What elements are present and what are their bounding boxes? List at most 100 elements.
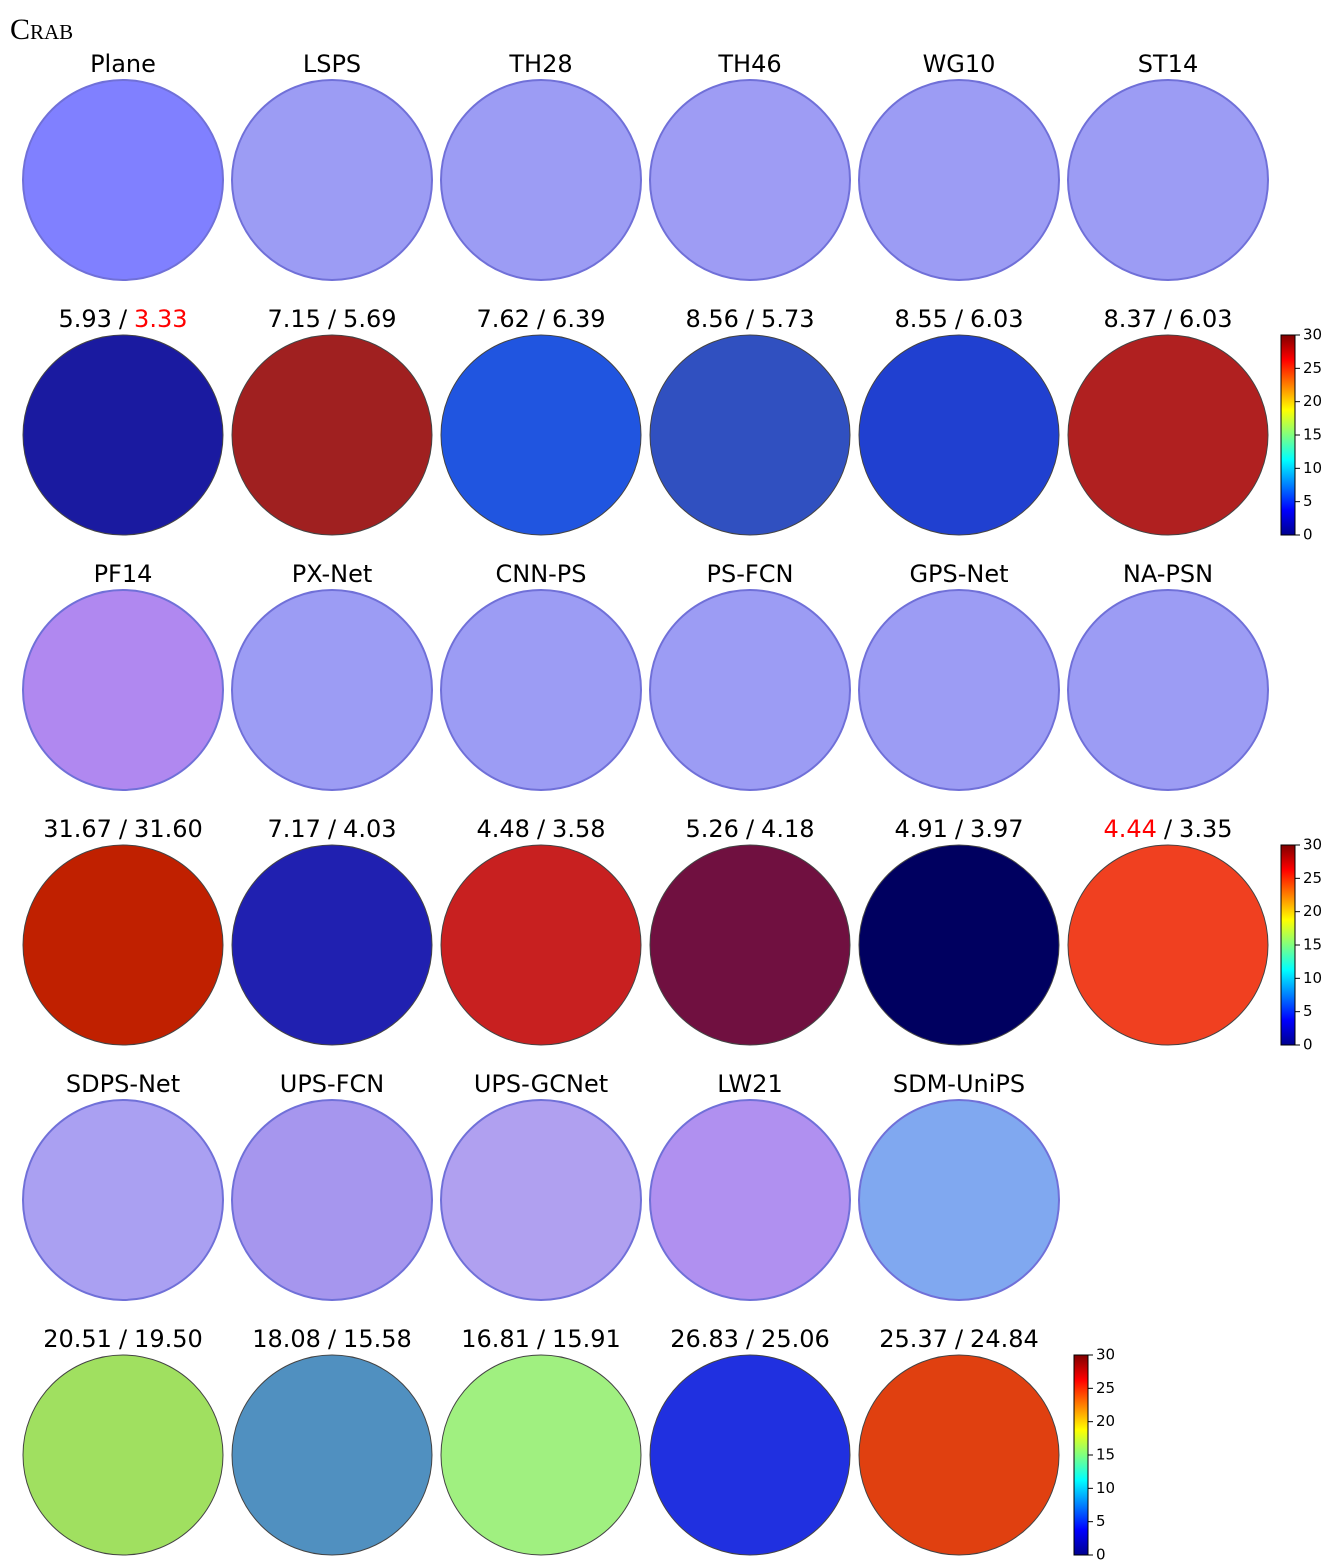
error-value: 25.37 — [879, 1325, 948, 1353]
error-label: 18.08/15.58 — [252, 1325, 412, 1353]
method-name: UPS-FCN — [280, 1070, 384, 1098]
error-map — [858, 334, 1060, 536]
error-label: 7.15/5.69 — [268, 305, 397, 333]
normal-map — [649, 79, 851, 281]
separator: / — [537, 1325, 546, 1353]
error-value: 7.17 — [268, 815, 321, 843]
error-label: 8.55/6.03 — [895, 305, 1024, 333]
error-label: 31.67/31.60 — [43, 815, 203, 843]
error-map — [858, 844, 1060, 1046]
error-map — [231, 1354, 433, 1556]
error-value: 4.91 — [895, 815, 948, 843]
error-value: 4.44 — [1104, 815, 1157, 843]
colorbar-tick-label: 5 — [1303, 1002, 1313, 1020]
error-value: 18.08 — [252, 1325, 321, 1353]
error-value: 4.18 — [761, 815, 814, 843]
error-value: 3.35 — [1179, 815, 1232, 843]
error-label: 20.51/19.50 — [43, 1325, 203, 1353]
error-map — [22, 334, 224, 536]
error-value: 19.50 — [134, 1325, 203, 1353]
error-map — [649, 1354, 851, 1556]
method-name: SDPS-Net — [66, 1070, 180, 1098]
colorbar-tick-label: 15 — [1096, 1446, 1115, 1464]
error-value: 15.91 — [552, 1325, 621, 1353]
separator: / — [119, 815, 128, 843]
error-map — [22, 844, 224, 1046]
error-map — [440, 334, 642, 536]
normal-map — [22, 589, 224, 791]
normal-map — [231, 589, 433, 791]
separator: / — [328, 1325, 337, 1353]
separator: / — [1164, 815, 1173, 843]
error-value: 24.84 — [970, 1325, 1039, 1353]
method-name: PS-FCN — [707, 560, 794, 588]
error-value: 31.60 — [134, 815, 203, 843]
error-value: 16.81 — [461, 1325, 530, 1353]
separator: / — [746, 305, 755, 333]
colorbar-tick-label: 15 — [1303, 426, 1322, 444]
error-value: 5.73 — [761, 305, 814, 333]
method-name: LSPS — [303, 50, 361, 78]
separator: / — [746, 1325, 755, 1353]
separator: / — [537, 305, 546, 333]
method-name: Plane — [90, 50, 156, 78]
colorbar — [1073, 1354, 1089, 1556]
method-name: WG10 — [923, 50, 996, 78]
error-value: 3.33 — [134, 305, 187, 333]
error-value: 4.03 — [343, 815, 396, 843]
separator: / — [746, 815, 755, 843]
normal-map — [440, 589, 642, 791]
colorbar-tick-label: 20 — [1096, 1412, 1115, 1430]
separator: / — [119, 305, 128, 333]
error-value: 4.48 — [477, 815, 530, 843]
colorbar-tick-label: 10 — [1303, 459, 1322, 477]
normal-map — [440, 1099, 642, 1301]
colorbar-tick-label: 10 — [1096, 1479, 1115, 1497]
colorbar-tick-label: 20 — [1303, 902, 1322, 920]
error-label: 8.37/6.03 — [1104, 305, 1233, 333]
normal-map — [231, 1099, 433, 1301]
separator: / — [119, 1325, 128, 1353]
error-label: 4.44/3.35 — [1104, 815, 1233, 843]
method-name: PX-Net — [292, 560, 373, 588]
method-name: SDM-UniPS — [893, 1070, 1025, 1098]
error-value: 6.03 — [970, 305, 1023, 333]
error-value: 15.58 — [343, 1325, 412, 1353]
error-map — [440, 844, 642, 1046]
separator: / — [1164, 305, 1173, 333]
colorbar-tick-label: 30 — [1303, 836, 1322, 854]
error-label: 5.26/4.18 — [686, 815, 815, 843]
error-label: 7.62/6.39 — [477, 305, 606, 333]
error-value: 5.93 — [59, 305, 112, 333]
separator: / — [537, 815, 546, 843]
colorbar-tick-label: 5 — [1303, 492, 1313, 510]
normal-map — [649, 589, 851, 791]
method-name: ST14 — [1138, 50, 1198, 78]
error-map — [22, 1354, 224, 1556]
method-name: GPS-Net — [909, 560, 1008, 588]
error-label: 7.17/4.03 — [268, 815, 397, 843]
error-value: 7.15 — [268, 305, 321, 333]
separator: / — [328, 815, 337, 843]
error-value: 20.51 — [43, 1325, 112, 1353]
error-value: 5.26 — [686, 815, 739, 843]
separator: / — [328, 305, 337, 333]
method-name: UPS-GCNet — [474, 1070, 608, 1098]
colorbar-tick-label: 15 — [1303, 936, 1322, 954]
error-value: 8.37 — [1104, 305, 1157, 333]
normal-map — [231, 79, 433, 281]
error-map — [1067, 334, 1269, 536]
normal-map — [22, 79, 224, 281]
figure-title: Crab — [10, 13, 73, 46]
normal-map — [858, 79, 1060, 281]
error-label: 4.91/3.97 — [895, 815, 1024, 843]
error-label: 5.93/3.33 — [59, 305, 188, 333]
normal-map — [858, 1099, 1060, 1301]
error-value: 31.67 — [43, 815, 112, 843]
separator: / — [955, 815, 964, 843]
error-value: 8.55 — [895, 305, 948, 333]
method-name: CNN-PS — [495, 560, 586, 588]
error-value: 3.58 — [552, 815, 605, 843]
error-map — [231, 334, 433, 536]
